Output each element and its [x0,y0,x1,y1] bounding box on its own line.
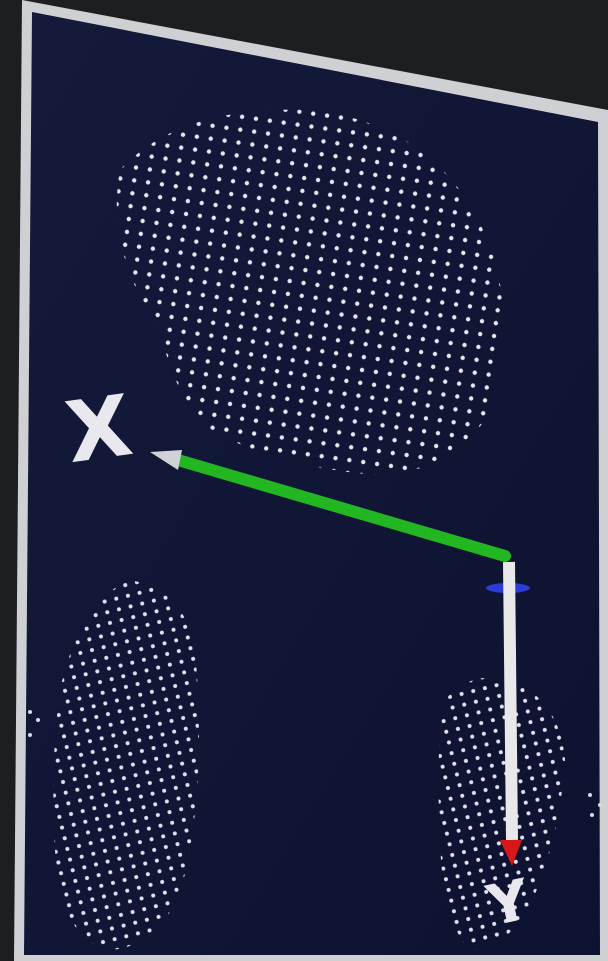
y-axis [503,561,518,841]
x-axis-label: X [60,376,138,482]
y-axis-tip [500,840,522,866]
stray-points [28,710,602,817]
x-axis-tip [150,450,182,470]
x-axis [172,454,511,562]
